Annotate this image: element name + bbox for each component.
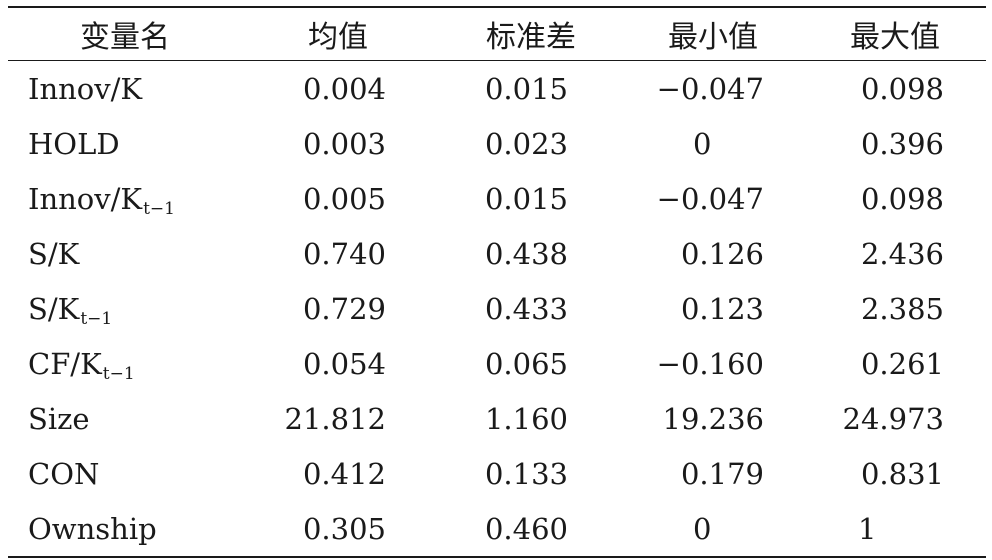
max-cell: 0.098 — [860, 181, 944, 216]
std-dev-cell: 0.065 — [484, 346, 568, 381]
std-dev-cell: 1.160 — [484, 401, 568, 436]
mean-cell: 0.003 — [302, 126, 386, 161]
max-cell: 1 — [858, 511, 877, 546]
min-cell: 0 — [693, 511, 712, 546]
std-dev-cell: 0.133 — [484, 456, 568, 491]
max-cell: 0.831 — [860, 456, 944, 491]
variable-name: S/K — [28, 291, 80, 326]
variable-subscript: t−1 — [143, 198, 175, 219]
statistics-table: 变量名 均值 标准差 最小值 最大值 Innov/K 0.004 0.015 −0.0… — [8, 6, 986, 558]
variable-name-cell: Ownship — [28, 501, 157, 556]
min-cell: −0.047 — [656, 71, 764, 106]
min-cell: 0.179 — [680, 456, 764, 491]
max-cell: 2.385 — [860, 291, 944, 326]
std-dev-cell: 0.023 — [484, 126, 568, 161]
min-cell: −0.160 — [656, 346, 764, 381]
min-cell: 0.126 — [680, 236, 764, 271]
variable-name: Size — [28, 401, 90, 436]
min-cell: 0 — [693, 126, 712, 161]
min-cell: −0.047 — [656, 181, 764, 216]
table-bottom-rule — [8, 556, 986, 558]
std-dev-cell: 0.015 — [484, 181, 568, 216]
mean-cell: 0.740 — [302, 236, 386, 271]
std-dev-cell: 0.438 — [484, 236, 568, 271]
max-cell: 24.973 — [842, 401, 944, 436]
mean-cell: 21.812 — [284, 401, 386, 436]
std-dev-cell: 0.433 — [484, 291, 568, 326]
min-cell: 0.123 — [680, 291, 764, 326]
mean-cell: 0.054 — [302, 346, 386, 381]
table-row: CON 0.412 0.133 0.179 0.831 — [8, 446, 986, 501]
table-row: CF/K t−1 0.054 0.065 −0.160 0.261 — [8, 336, 986, 391]
table-row: Size 21.812 1.160 19.236 24.973 — [8, 391, 986, 446]
variable-subscript: t−1 — [102, 363, 135, 384]
variable-subscript: t−1 — [80, 308, 113, 329]
variable-name: CON — [28, 456, 100, 491]
std-dev-cell: 0.460 — [484, 511, 568, 546]
mean-cell: 0.412 — [302, 456, 386, 491]
mean-cell: 0.729 — [302, 291, 386, 326]
variable-name-cell: S/K t−1 — [28, 281, 112, 336]
table-row: Innov/K t−1 0.005 0.015 −0.047 0.098 — [8, 171, 986, 226]
variable-name-cell: HOLD — [28, 116, 120, 171]
variable-name: S/K — [28, 236, 80, 271]
header-max: 最大值 — [850, 20, 940, 55]
variable-name: Innov/K — [28, 71, 143, 106]
variable-name-cell: S/K — [28, 226, 79, 281]
table-body: Innov/K 0.004 0.015 −0.047 0.098 HOLD 0.003 0.0… — [8, 61, 986, 556]
variable-name-cell: Innov/K — [28, 61, 142, 116]
variable-name-cell: CON — [28, 446, 99, 501]
mean-cell: 0.004 — [302, 71, 386, 106]
table-top-rule — [8, 6, 986, 8]
table-row: S/K 0.740 0.438 0.126 2.436 — [8, 226, 986, 281]
max-cell: 0.396 — [860, 126, 944, 161]
header-min: 最小值 — [668, 20, 758, 55]
max-cell: 2.436 — [860, 236, 944, 271]
variable-name-cell: Size — [28, 391, 90, 446]
variable-name: HOLD — [28, 126, 120, 161]
table-row: HOLD 0.003 0.023 0 0.396 — [8, 116, 986, 171]
header-std-dev: 标准差 — [486, 20, 576, 55]
variable-name: Ownship — [28, 511, 157, 546]
min-cell: 19.236 — [662, 401, 764, 436]
variable-name: CF/K — [28, 346, 102, 381]
header-mean: 均值 — [308, 20, 368, 55]
mean-cell: 0.305 — [302, 511, 386, 546]
table-row: Innov/K 0.004 0.015 −0.047 0.098 — [8, 61, 986, 116]
variable-name-cell: Innov/K t−1 — [28, 171, 175, 226]
std-dev-cell: 0.015 — [484, 71, 568, 106]
table-header-row: 变量名 均值 标准差 最小值 最大值 — [8, 8, 986, 60]
header-variable-name: 变量名 — [80, 20, 170, 55]
table-row: Ownship 0.305 0.460 0 1 — [8, 501, 986, 556]
table-row: S/K t−1 0.729 0.433 0.123 2.385 — [8, 281, 986, 336]
variable-name-cell: CF/K t−1 — [28, 336, 135, 391]
variable-name: Innov/K — [28, 181, 143, 216]
max-cell: 0.261 — [860, 346, 944, 381]
table-header-rule — [8, 60, 986, 61]
mean-cell: 0.005 — [302, 181, 386, 216]
max-cell: 0.098 — [860, 71, 944, 106]
